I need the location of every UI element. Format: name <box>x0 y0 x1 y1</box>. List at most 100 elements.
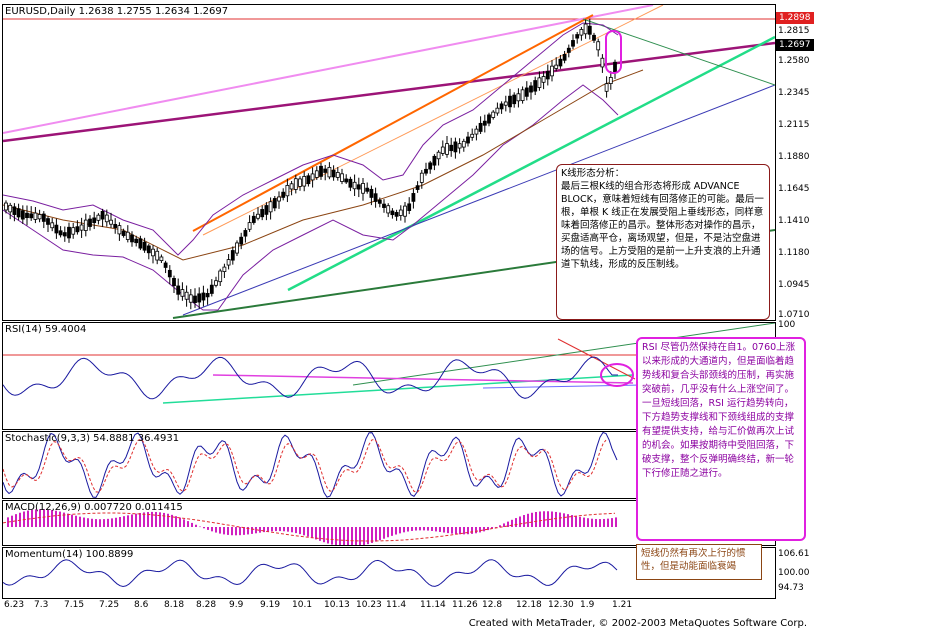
macd-bar <box>283 527 285 532</box>
macd-bar <box>151 511 153 527</box>
candle-body <box>138 238 143 249</box>
candle-body <box>285 185 290 197</box>
candle-body <box>499 103 504 110</box>
macd-bar <box>607 518 609 527</box>
candle-body <box>373 193 378 202</box>
rsi-analysis-text: RSI 尽管仍然保持在自1。0760上涨以来形成的大通道内，但是面临着趋势线和复… <box>642 342 796 479</box>
momentum-axis: 106.61 100.00 94.73 <box>776 547 816 597</box>
macd-bar <box>303 527 305 536</box>
momentum-label: Momentum(14) 100.8899 <box>5 549 134 560</box>
macd-bar <box>335 527 337 545</box>
macd-bar <box>35 509 37 527</box>
candle-body <box>331 169 336 178</box>
candle-body <box>50 222 55 229</box>
resistance-price-tag: 1.2898 <box>776 12 814 24</box>
candle-body <box>348 178 353 188</box>
candle-body <box>130 234 134 243</box>
candle-body <box>54 224 59 234</box>
band-upper <box>3 22 619 256</box>
macd-bar <box>167 513 169 527</box>
candle-body <box>323 168 328 173</box>
date-label: 12.18 <box>516 600 542 610</box>
macd-bar <box>383 527 385 539</box>
macd-bar <box>91 518 93 527</box>
macd-bar <box>195 524 197 527</box>
macd-bar <box>327 527 329 544</box>
date-label: 11.4 <box>386 600 407 610</box>
date-label: 7.25 <box>99 600 120 610</box>
candle-body <box>516 93 521 102</box>
candle-body <box>239 236 244 245</box>
date-label: 7.15 <box>64 600 85 610</box>
candle-body <box>445 143 449 155</box>
candle-body <box>29 213 34 219</box>
macd-bar <box>419 527 421 531</box>
candle-body <box>533 80 538 92</box>
momentum-line <box>3 559 618 588</box>
candle-body <box>398 209 403 216</box>
macd-bar <box>155 511 157 527</box>
macd-bar <box>247 527 249 535</box>
rsi-highlight-circle <box>600 363 634 387</box>
macd-bar <box>15 514 17 527</box>
support-green <box>287 35 775 292</box>
macd-bar <box>191 522 193 527</box>
highlight-box-last-candles <box>605 30 622 74</box>
macd-bar <box>227 527 229 535</box>
candle-body <box>298 178 302 187</box>
momentum-tick: 100.00 <box>778 568 810 578</box>
macd-bar <box>503 523 505 527</box>
rsi-svg <box>3 323 775 404</box>
macd-bar <box>223 527 225 535</box>
macd-bar <box>299 527 301 535</box>
kline-analysis-text: K线形态分析： 最后三根K线的组合形态将形成 ADVANCE BLOCK，意味着… <box>561 168 764 270</box>
macd-bar <box>207 527 209 530</box>
macd-bar <box>411 527 413 531</box>
macd-bar <box>307 527 309 537</box>
macd-bar <box>295 527 297 534</box>
macd-bar <box>371 527 373 543</box>
macd-bar <box>355 527 357 545</box>
candle-body <box>302 176 307 187</box>
candle-body <box>382 203 386 208</box>
candle-body <box>319 165 323 177</box>
candle-body <box>352 181 357 190</box>
candle-body <box>432 155 437 166</box>
candle-body <box>365 187 370 192</box>
candle-body <box>172 277 176 287</box>
candle-body <box>575 34 580 39</box>
date-label: 10.1 <box>292 600 313 610</box>
channel-orange <box>192 14 594 232</box>
macd-bar <box>471 527 473 534</box>
macd-bar <box>291 527 293 533</box>
macd-bar <box>47 509 49 527</box>
macd-bar <box>119 517 121 527</box>
macd-bar <box>359 527 361 545</box>
macd-bar <box>547 511 549 527</box>
candle-body <box>558 58 563 67</box>
macd-bar <box>439 527 441 532</box>
macd-bar <box>71 514 73 527</box>
candle-body <box>230 250 235 261</box>
candle-body <box>453 141 458 153</box>
macd-bar <box>79 516 81 527</box>
candle-body <box>587 25 592 35</box>
candle-body <box>71 227 76 235</box>
macd-bar <box>403 527 405 533</box>
candle-body <box>411 193 416 202</box>
price-tick: 1.2345 <box>778 88 810 98</box>
candlestick-series <box>4 18 617 310</box>
macd-bar <box>415 527 417 531</box>
candle-body <box>193 295 197 303</box>
macd-bar <box>363 527 365 545</box>
macd-bar <box>499 525 501 527</box>
trend-blue <box>182 84 775 316</box>
macd-bar <box>147 512 149 527</box>
macd-bar <box>251 527 253 534</box>
macd-bar <box>75 515 77 527</box>
candle-body <box>12 206 17 215</box>
macd-bar <box>99 519 101 527</box>
candle-body <box>314 170 319 178</box>
candle-body <box>8 204 13 213</box>
date-label: 8.28 <box>196 600 217 610</box>
